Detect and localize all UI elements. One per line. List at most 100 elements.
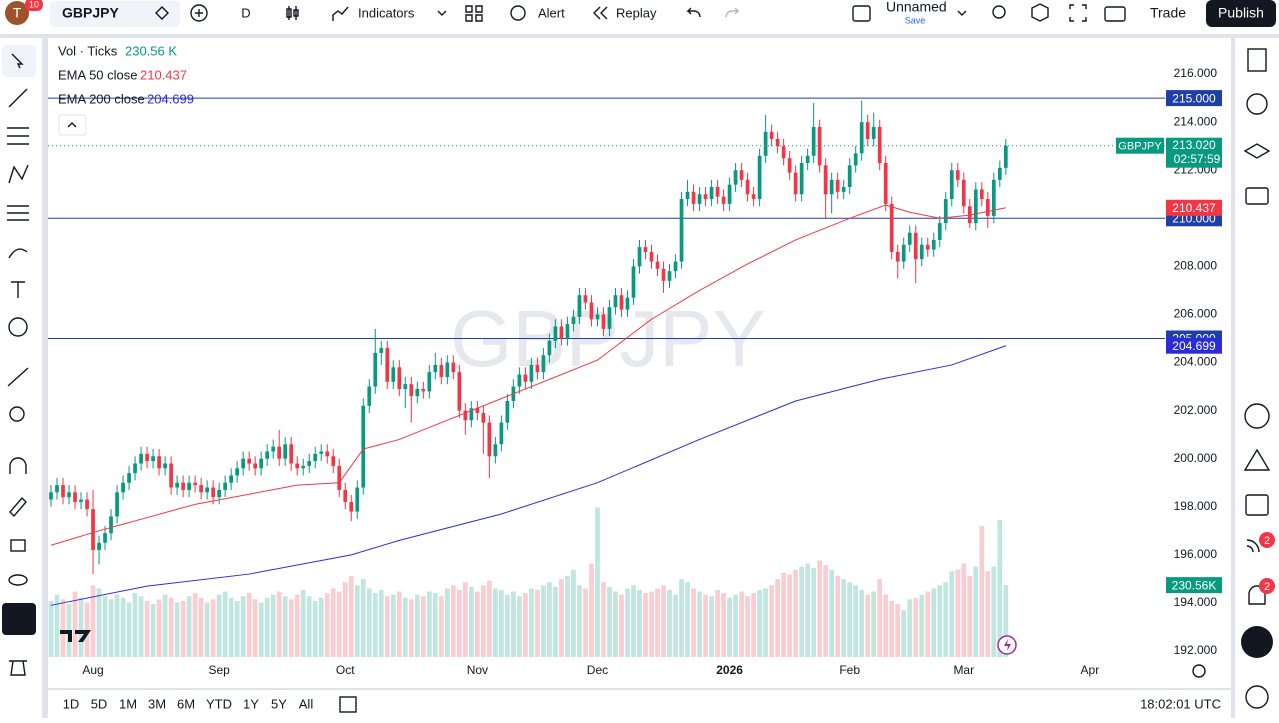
candle-body xyxy=(811,126,816,156)
icon-indicators[interactable] xyxy=(332,6,349,21)
volume-bar xyxy=(847,582,853,657)
volume-bar xyxy=(348,575,354,657)
candle-body xyxy=(379,348,384,353)
icon-axis-settings[interactable] xyxy=(1192,664,1206,678)
tool-lock[interactable] xyxy=(10,539,26,552)
publish-button[interactable] xyxy=(1206,0,1276,27)
range-button[interactable]: 1D xyxy=(63,696,80,711)
symbol-box[interactable] xyxy=(50,1,180,27)
icon-snapshot[interactable] xyxy=(1104,6,1126,22)
icon-help[interactable] xyxy=(1245,685,1269,709)
icon-calendar[interactable] xyxy=(1245,494,1269,516)
symbol[interactable]: GBPJPY xyxy=(62,5,119,21)
tool-zoom[interactable] xyxy=(9,406,25,422)
tool-magnet[interactable] xyxy=(9,457,27,474)
x-tick-label: Dec xyxy=(587,663,608,677)
candle-body xyxy=(361,405,366,488)
candle-body xyxy=(877,126,882,164)
icon-chart-type[interactable] xyxy=(286,6,299,20)
avatar[interactable] xyxy=(5,1,29,25)
tool-lock-draw[interactable] xyxy=(9,496,27,518)
icon-streams[interactable] xyxy=(1246,539,1260,553)
tool-cursor[interactable] xyxy=(11,53,24,69)
candle-body xyxy=(859,122,864,154)
collapse-button[interactable] xyxy=(58,114,87,136)
tool-emoji[interactable] xyxy=(8,317,28,337)
volume-bar xyxy=(378,589,384,657)
tool-link[interactable] xyxy=(2,603,36,635)
icon-fullscreen[interactable] xyxy=(1069,4,1087,22)
candle-body xyxy=(433,364,438,373)
icon-search[interactable] xyxy=(992,5,1006,19)
icon-layouts[interactable] xyxy=(465,5,483,22)
candle-body xyxy=(295,463,300,469)
layout-name[interactable]: Unnamed xyxy=(886,0,947,15)
range-button[interactable]: 3M xyxy=(148,696,166,711)
candle-body xyxy=(793,172,798,195)
candle-body xyxy=(505,400,510,423)
icon-target[interactable] xyxy=(1244,403,1270,429)
icon-layout[interactable] xyxy=(852,5,871,22)
volume-bar xyxy=(72,591,78,657)
tool-text[interactable] xyxy=(11,281,25,298)
candle-body xyxy=(907,232,912,245)
icon-replay[interactable] xyxy=(593,6,608,20)
icon-alert[interactable] xyxy=(510,5,526,21)
x-tick-label: Aug xyxy=(82,663,103,677)
range-button[interactable]: YTD xyxy=(206,696,232,711)
trade[interactable]: Trade xyxy=(1150,5,1186,21)
icon-layers[interactable] xyxy=(1243,143,1271,159)
range-button[interactable]: 1M xyxy=(119,696,137,711)
range-button[interactable]: 1Y xyxy=(243,696,259,711)
tool-pattern[interactable] xyxy=(8,164,29,184)
chevron[interactable] xyxy=(957,10,967,16)
icon-chat[interactable] xyxy=(1245,187,1269,205)
candle-body xyxy=(541,355,546,373)
icon-alerts[interactable] xyxy=(1246,93,1268,115)
candle-body xyxy=(949,170,954,200)
publish[interactable]: Publish xyxy=(1218,5,1264,21)
axis-layer: 192.000 194.000 196.000 198.000 200.000 202.0… xyxy=(82,66,1222,677)
tool-forecast[interactable] xyxy=(7,205,29,221)
volume-bar xyxy=(150,604,156,657)
tool-ruler[interactable] xyxy=(7,367,29,387)
tool-brush[interactable] xyxy=(8,248,28,259)
icon-settings[interactable] xyxy=(1031,3,1049,22)
volume-bar xyxy=(312,600,318,657)
y-tick-label: 194.000 xyxy=(1174,595,1218,609)
icon-watchlist[interactable] xyxy=(1247,48,1267,72)
tool-trash[interactable] xyxy=(9,660,27,676)
icon-apps[interactable] xyxy=(1241,626,1273,658)
volume-bar xyxy=(679,579,684,657)
icon-ideas[interactable] xyxy=(1243,448,1271,471)
interval[interactable]: D xyxy=(241,5,250,20)
replay[interactable]: Replay xyxy=(616,5,657,20)
save[interactable]: Save xyxy=(905,15,926,25)
range-button[interactable]: All xyxy=(299,696,314,711)
chevron[interactable] xyxy=(437,10,447,16)
icon-compare[interactable] xyxy=(155,6,169,20)
volume-bar xyxy=(288,599,294,657)
range-button[interactable]: 6M xyxy=(177,696,195,711)
candle-body xyxy=(745,179,750,195)
indicators[interactable]: Indicators xyxy=(358,5,415,20)
tool-eye[interactable] xyxy=(8,574,28,586)
candle-body xyxy=(427,372,432,392)
tool-fib[interactable] xyxy=(7,127,29,145)
icon-goto-date[interactable] xyxy=(339,696,357,713)
candle-body xyxy=(655,261,660,269)
alert[interactable]: Alert xyxy=(538,5,565,20)
volume-bar xyxy=(168,597,174,657)
icon-redo[interactable] xyxy=(725,7,740,18)
range-button[interactable]: 5D xyxy=(91,696,108,711)
icon-undo[interactable] xyxy=(686,7,701,18)
volume-bar xyxy=(487,580,492,657)
icon-add[interactable] xyxy=(190,4,208,22)
candle-body xyxy=(337,465,342,490)
range-button[interactable]: 5Y xyxy=(271,696,287,711)
candle-body xyxy=(727,184,732,204)
icon-notifications[interactable] xyxy=(1248,585,1266,605)
volume-bar xyxy=(763,588,768,657)
tool-line[interactable] xyxy=(8,88,28,108)
candle-body xyxy=(277,446,282,459)
